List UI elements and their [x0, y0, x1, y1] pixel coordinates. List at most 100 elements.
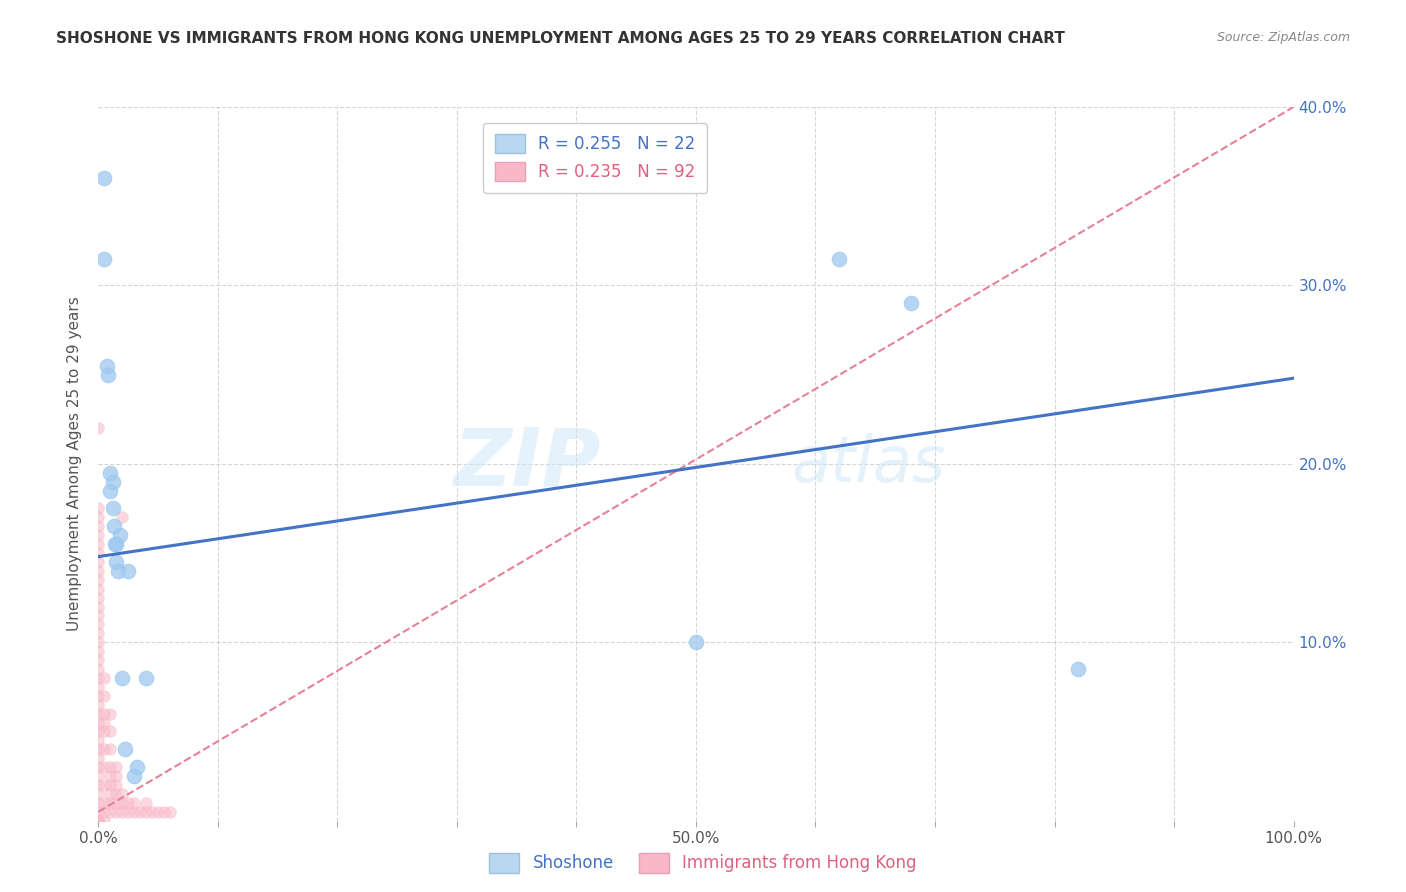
Point [104, 537, 127, 551]
Point [93, 724, 115, 739]
Point [87, 537, 110, 551]
Point [97, 368, 120, 382]
Point [87, 671, 110, 685]
Point [98, 778, 122, 792]
Point [87, 814, 110, 828]
Point [87, 814, 110, 828]
Point [87, 814, 110, 828]
Point [105, 778, 128, 792]
Point [685, 635, 707, 649]
Point [87, 751, 110, 765]
Point [87, 733, 110, 747]
Point [124, 796, 146, 810]
Point [87, 796, 110, 810]
Point [87, 608, 110, 623]
Point [105, 796, 128, 810]
Point [87, 680, 110, 694]
Point [87, 814, 110, 828]
Point [105, 805, 128, 819]
Point [105, 787, 128, 801]
Point [87, 742, 110, 756]
Point [135, 805, 157, 819]
Point [159, 805, 181, 819]
Point [87, 814, 110, 828]
Point [87, 626, 110, 640]
Point [87, 582, 110, 596]
Point [87, 805, 110, 819]
Point [87, 421, 110, 435]
Point [98, 796, 122, 810]
Point [107, 564, 129, 578]
Point [117, 564, 139, 578]
Point [87, 644, 110, 658]
Point [87, 706, 110, 721]
Point [111, 510, 134, 524]
Point [111, 671, 134, 685]
Point [125, 760, 148, 774]
Point [101, 475, 124, 489]
Legend: R = 0.255   N = 22, R = 0.235   N = 92: R = 0.255 N = 22, R = 0.235 N = 92 [484, 122, 707, 193]
Point [87, 662, 110, 676]
Point [105, 537, 128, 551]
Point [93, 742, 115, 756]
Point [93, 671, 115, 685]
Point [93, 796, 115, 810]
Point [98, 769, 122, 783]
Point [98, 787, 122, 801]
Point [148, 805, 170, 819]
Point [141, 805, 163, 819]
Point [87, 617, 110, 632]
Point [87, 769, 110, 783]
Point [1067, 662, 1090, 676]
Point [87, 573, 110, 587]
Point [87, 555, 110, 569]
Point [117, 805, 139, 819]
Point [87, 591, 110, 605]
Y-axis label: Unemployment Among Ages 25 to 29 years: Unemployment Among Ages 25 to 29 years [67, 296, 83, 632]
Point [87, 814, 110, 828]
Point [93, 171, 115, 186]
Point [135, 796, 157, 810]
Point [96, 359, 118, 373]
Point [98, 760, 122, 774]
Point [87, 724, 110, 739]
Point [129, 805, 152, 819]
Point [93, 814, 115, 828]
Point [87, 814, 110, 828]
Point [87, 814, 110, 828]
Point [87, 715, 110, 730]
Point [87, 519, 110, 533]
Text: ZIP: ZIP [453, 425, 600, 503]
Point [87, 564, 110, 578]
Point [93, 689, 115, 703]
Point [105, 769, 128, 783]
Point [93, 778, 115, 792]
Point [93, 805, 115, 819]
Point [111, 796, 134, 810]
Point [87, 814, 110, 828]
Point [87, 814, 110, 828]
Text: atlas: atlas [792, 433, 946, 495]
Text: Source: ZipAtlas.com: Source: ZipAtlas.com [1216, 31, 1350, 45]
Point [101, 501, 124, 516]
Point [87, 501, 110, 516]
Point [93, 715, 115, 730]
Point [105, 555, 128, 569]
Point [828, 252, 851, 266]
Point [135, 671, 157, 685]
Point [87, 698, 110, 712]
Point [93, 760, 115, 774]
Point [103, 519, 125, 533]
Point [87, 689, 110, 703]
Point [87, 546, 110, 560]
Point [117, 796, 139, 810]
Point [93, 252, 115, 266]
Point [124, 805, 146, 819]
Point [98, 483, 122, 498]
Point [124, 769, 146, 783]
Point [98, 466, 122, 480]
Point [900, 296, 922, 310]
Point [98, 724, 122, 739]
Point [87, 787, 110, 801]
Point [87, 778, 110, 792]
